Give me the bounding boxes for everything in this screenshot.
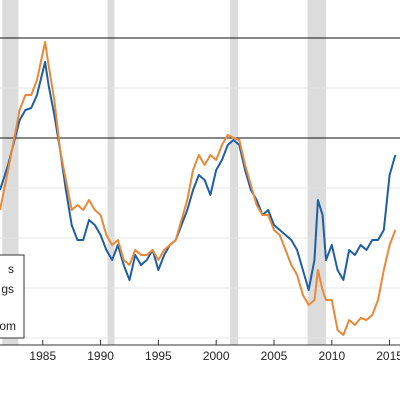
recession-band bbox=[230, 0, 239, 345]
x-tick-label: 2005 bbox=[261, 349, 288, 363]
recession-band bbox=[107, 0, 115, 345]
x-tick-label: 1985 bbox=[29, 349, 56, 363]
series-line bbox=[0, 41, 397, 336]
x-tick-label: 2010 bbox=[318, 349, 345, 363]
legend-label: gs bbox=[1, 282, 14, 296]
legend-label: s bbox=[8, 262, 14, 276]
recession-band bbox=[307, 0, 327, 345]
x-tick-label: 1990 bbox=[87, 349, 114, 363]
legend-box bbox=[0, 254, 25, 339]
series-line bbox=[0, 61, 397, 291]
x-tick-label: 1995 bbox=[145, 349, 172, 363]
x-tick-label: 2015 bbox=[376, 349, 400, 363]
x-tick-label: 2000 bbox=[203, 349, 230, 363]
legend-note: om bbox=[0, 319, 16, 333]
